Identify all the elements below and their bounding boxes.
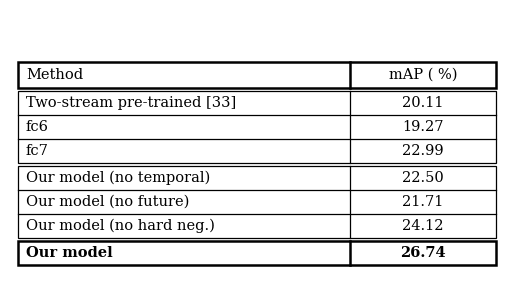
Text: 21.71: 21.71 [402, 195, 444, 209]
Text: 26.74: 26.74 [400, 246, 446, 260]
Text: Our model (no temporal): Our model (no temporal) [26, 171, 210, 185]
Text: 20.11: 20.11 [402, 96, 444, 110]
Bar [18, 241, 496, 265]
Text: Our model (no hard neg.): Our model (no hard neg.) [26, 219, 215, 233]
Text: Method: Method [26, 68, 83, 82]
Text: fc7: fc7 [26, 144, 49, 158]
Text: Our model: Our model [26, 246, 113, 260]
Text: 22.50: 22.50 [402, 171, 444, 185]
Text: 24.12: 24.12 [402, 219, 444, 233]
Text: Two-stream pre-trained [33]: Two-stream pre-trained [33] [26, 96, 236, 110]
Text: fc6: fc6 [26, 120, 49, 134]
Text: Our model (no future): Our model (no future) [26, 195, 189, 209]
Text: 22.99: 22.99 [402, 144, 444, 158]
Bar [18, 166, 496, 238]
Bar [18, 62, 496, 88]
Bar [18, 91, 496, 163]
Text: mAP ( %): mAP ( %) [389, 68, 457, 82]
Text: 19.27: 19.27 [402, 120, 444, 134]
